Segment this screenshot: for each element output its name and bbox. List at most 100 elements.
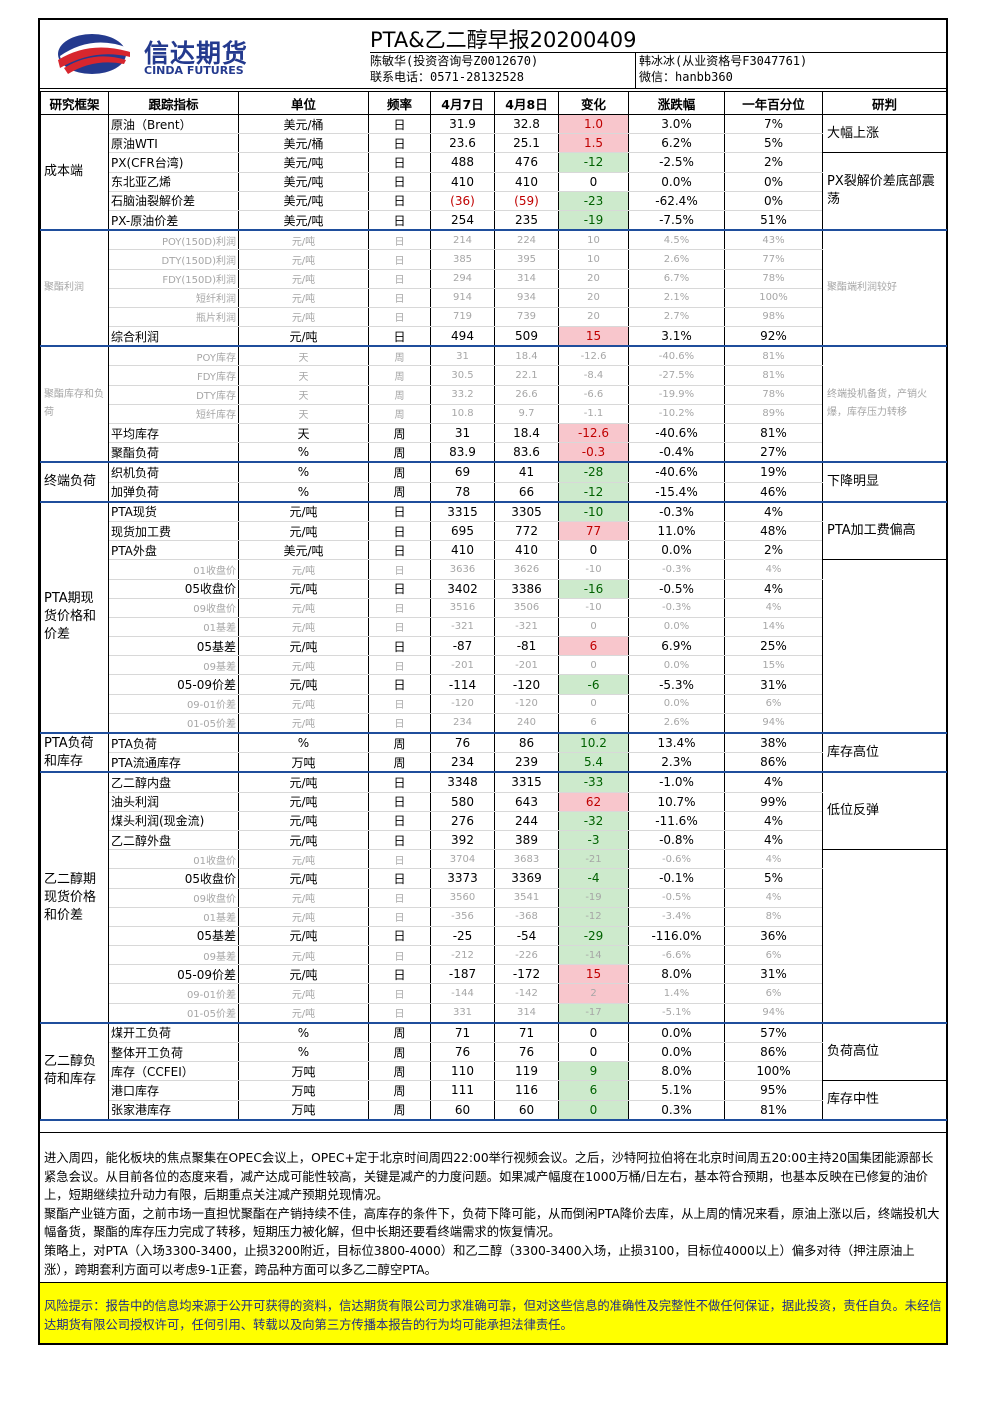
cell-date1: 3348 [430, 771, 495, 793]
cell-pct: 0.0% [628, 616, 725, 638]
cell-indicator: 短纤利润 [108, 287, 239, 308]
cell-date2: -142 [494, 983, 559, 1004]
cell-frequency: 周 [368, 732, 431, 754]
cell-change: 10 [558, 249, 629, 270]
cell-percentile: 6% [724, 983, 823, 1004]
cell-date1: 111 [430, 1080, 495, 1101]
cell-pct: 10.7% [628, 791, 725, 812]
cell-unit: 万吨 [238, 1099, 369, 1121]
cell-change: 9 [558, 1061, 629, 1082]
cell-percentile: 0% [724, 190, 823, 211]
cell-unit: 元/吨 [238, 983, 369, 1004]
table-row: 01-05价差 元/吨日 331 314 -17 -5.1% 94% [41, 1002, 947, 1024]
cell-date2: 3626 [494, 559, 559, 580]
cell-change: 0 [558, 693, 629, 714]
cell-percentile: 81% [724, 345, 823, 367]
cell-pct: -0.8% [628, 829, 725, 851]
section-label: 乙二醇期现货价格和价差 [40, 771, 109, 1024]
cell-date2: 314 [494, 268, 559, 289]
judgement-cell: 大幅上涨 [822, 113, 947, 154]
cell-indicator: PX-原油价差 [108, 209, 239, 232]
cell-frequency: 日 [368, 945, 431, 966]
cell-indicator: 09收盘价 [108, 597, 239, 618]
table-body: 成本端 原油（Brent） 美元/桶日 31.9 32.8 1.0 3.0% 7% 大幅上涨 原油… [40, 113, 947, 1121]
table-row: FDY(150D)利润 元/吨日 294 314 20 6.7% 78% [41, 268, 947, 289]
cell-date2: -81 [494, 636, 559, 657]
cell-pct: -0.1% [628, 868, 725, 889]
cell-change: -32 [558, 810, 629, 831]
cell-percentile: 38% [724, 732, 823, 754]
cell-frequency: 日 [368, 616, 431, 638]
cell-date1: 488 [430, 152, 495, 173]
cell-indicator: 石脑油裂解价差 [108, 190, 239, 211]
cell-date1: 3516 [430, 597, 495, 618]
cell-frequency: 日 [368, 268, 431, 289]
table-row: PTA期现货价格和价差 PTA现货 元/吨日 3315 3305 -10 -0.3% 4% PT… [40, 501, 947, 735]
cinda-logo: 信达期货 CINDA FUTURES [54, 30, 294, 80]
cell-date1: 294 [430, 268, 495, 289]
cell-date1: 3402 [430, 578, 495, 599]
table-row: 煤头利润(现金流) 元/吨日 276 244 -32 -11.6% 4% [41, 810, 947, 831]
cell-percentile: 86% [724, 752, 823, 774]
cell-change: -33 [558, 771, 629, 793]
cell-date1: 580 [430, 791, 495, 812]
cell-indicator: FDY库存 [108, 365, 239, 386]
section-label: PTA期现货价格和价差 [40, 501, 109, 735]
cell-indicator: 库存（CCFEI） [108, 1061, 239, 1082]
cell-change: -10 [558, 597, 629, 618]
cell-unit: 万吨 [238, 1061, 369, 1082]
cell-change: -8.4 [558, 365, 629, 386]
table-row: 张家港库存 万吨周 60 60 0 0.3% 81% [41, 1099, 947, 1121]
cell-pct: -0.5% [628, 578, 725, 599]
cell-pct: -0.6% [628, 849, 725, 870]
cell-indicator: 01-05价差 [108, 1002, 239, 1024]
table-row: PTA流通库存 万吨周 234 239 5.4 2.3% 86% [41, 752, 947, 774]
cell-frequency: 周 [368, 1022, 431, 1043]
cell-indicator: 聚酯负荷 [108, 442, 239, 464]
cell-percentile: 81% [724, 1099, 823, 1121]
analyst-left: 陈敏华(投资咨询号Z0012670) [370, 54, 539, 68]
cell-indicator: 加弹负荷 [108, 481, 239, 503]
section-label: 成本端 [40, 114, 109, 232]
judgement-cell: 聚酯端利润较好 [822, 229, 947, 348]
cell-date2: 235 [494, 209, 559, 232]
table-row: 终端负荷 织机负荷% 周 69 41 -28 -40.6% 19% 下降明显 [40, 461, 947, 503]
cell-date2: 224 [494, 229, 559, 251]
table-row: 港口库存 万吨周 111 116 6 5.1% 95% 库存中性 [41, 1080, 947, 1121]
cell-change: -19 [558, 887, 629, 908]
cell-indicator: 01基差 [108, 906, 239, 927]
cell-date2: 18.4 [494, 345, 559, 367]
cell-change: 0 [558, 1022, 629, 1043]
cell-indicator: 01基差 [108, 616, 239, 638]
cell-percentile: 78% [724, 268, 823, 289]
cell-indicator: 乙二醇内盘 [108, 771, 239, 793]
cell-date1: -25 [430, 925, 495, 947]
logo-chinese-text: 信达期货 [144, 39, 249, 68]
cell-frequency: 日 [368, 249, 431, 270]
cell-date2: 314 [494, 1002, 559, 1024]
cell-unit: 元/吨 [238, 887, 369, 908]
cell-date1: 71 [430, 1022, 495, 1043]
cell-date1: -114 [430, 674, 495, 695]
cell-frequency: 周 [368, 1041, 431, 1063]
cell-date2: 739 [494, 306, 559, 328]
cell-pct: 2.7% [628, 306, 725, 328]
cell-date2: 32.8 [494, 113, 559, 135]
cell-indicator: POY(150D)利润 [108, 229, 239, 251]
cinda-globe-icon [58, 34, 130, 74]
cell-percentile: 4% [724, 829, 823, 851]
cell-pct: -3.4% [628, 906, 725, 927]
col-judgement: 研判 [822, 91, 947, 115]
cell-date1: -356 [430, 906, 495, 927]
cell-indicator: 东北亚乙烯 [108, 171, 239, 192]
cell-frequency: 日 [368, 925, 431, 947]
cell-date1: 214 [430, 229, 495, 251]
cell-date1: 494 [430, 326, 495, 348]
header-divider [370, 52, 946, 53]
table-row: 聚酯利润 POY(150D)利润 元/吨日 214 224 10 4.5% 43% 聚酯端利润较… [40, 229, 947, 348]
cell-percentile: 81% [724, 422, 823, 444]
cell-date1: 69 [430, 461, 495, 483]
cell-indicator: DTY库存 [108, 384, 239, 405]
table-row: 09基差 元/吨日 -201 -201 0 0.0% 15% [41, 655, 947, 676]
cell-indicator: 瓶片利润 [108, 306, 239, 328]
